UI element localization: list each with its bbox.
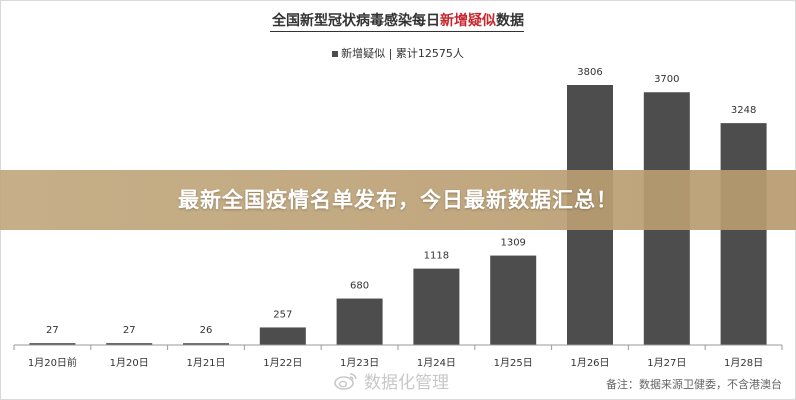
title-prefix: 全国新型冠状病毒感染每日 — [272, 13, 440, 29]
bar-3 — [259, 327, 306, 345]
banner-text: 最新全国疫情名单发布，今日最新数据汇总！ — [178, 188, 618, 212]
x-tick-label-8: 1月27日 — [647, 357, 686, 369]
value-label-5: 1118 — [424, 251, 449, 262]
value-label-7: 3806 — [577, 67, 602, 78]
value-label-6: 1309 — [500, 238, 525, 249]
source-note: 备注：数据来源卫健委，不含港澳台 — [606, 378, 782, 391]
value-label-4: 680 — [350, 281, 369, 292]
legend-series-name: 新增疑似 — [341, 47, 386, 60]
watermark: 数据化管理 — [334, 368, 449, 393]
bar-6 — [490, 255, 537, 345]
bar-4 — [336, 298, 383, 345]
value-label-3: 257 — [273, 309, 292, 320]
title-underline — [270, 31, 524, 32]
x-tick-label-4: 1月23日 — [340, 357, 379, 369]
legend-swatch — [332, 51, 339, 57]
title-highlight: 新增疑似 — [440, 13, 496, 29]
weibo-icon — [334, 372, 358, 390]
watermark-text: 数据化管理 — [364, 373, 449, 393]
x-tick-label-5: 1月24日 — [417, 357, 456, 369]
bar-1 — [106, 343, 153, 345]
x-tick-label-6: 1月25日 — [494, 357, 533, 369]
value-label-9: 3248 — [731, 105, 756, 116]
x-tick-label-9: 1月28日 — [724, 357, 763, 369]
legend-total: 累计12575人 — [395, 47, 464, 60]
bar-2 — [183, 343, 229, 345]
x-tick-label-1: 1月20日 — [110, 357, 149, 369]
x-tick-labels-group: 1月20日前 1月20日 1月21日 1月22日 1月23日 1月24日 1月25日 1月26… — [28, 356, 763, 369]
x-tick-label-3: 1月22日 — [263, 357, 302, 369]
legend-separator: | — [385, 47, 396, 60]
chart-legend: 新增疑似 | 累计12575人 — [0, 45, 796, 61]
chart-title: 全国新型冠状病毒感染每日新增疑似数据 — [0, 10, 796, 30]
x-tick-label-2: 1月21日 — [186, 357, 225, 369]
headline-banner: 最新全国疫情名单发布，今日最新数据汇总！ — [0, 170, 796, 230]
bar-9 — [720, 123, 767, 345]
value-label-8: 3700 — [654, 74, 679, 85]
bar-0 — [29, 343, 76, 345]
x-ticks-group — [13, 345, 783, 350]
title-suffix: 数据 — [496, 13, 524, 29]
value-label-0: 27 — [46, 325, 59, 336]
x-tick-label-7: 1月26日 — [570, 357, 609, 369]
value-label-1: 27 — [123, 325, 136, 336]
bar-5 — [413, 268, 460, 345]
x-tick-label-0: 1月20日前 — [28, 356, 77, 369]
value-labels-group: 27 27 26 257 680 1118 1309 3806 3700 3248 — [46, 67, 756, 336]
value-label-2: 26 — [200, 325, 213, 336]
